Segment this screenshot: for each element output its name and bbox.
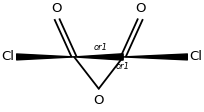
Polygon shape (123, 54, 187, 60)
Text: O: O (93, 94, 104, 107)
Text: Cl: Cl (190, 50, 202, 63)
Text: O: O (52, 2, 62, 15)
Polygon shape (74, 54, 123, 60)
Text: or1: or1 (115, 62, 130, 71)
Polygon shape (17, 54, 74, 60)
Text: O: O (135, 2, 146, 15)
Text: or1: or1 (93, 43, 107, 52)
Text: Cl: Cl (2, 50, 14, 63)
